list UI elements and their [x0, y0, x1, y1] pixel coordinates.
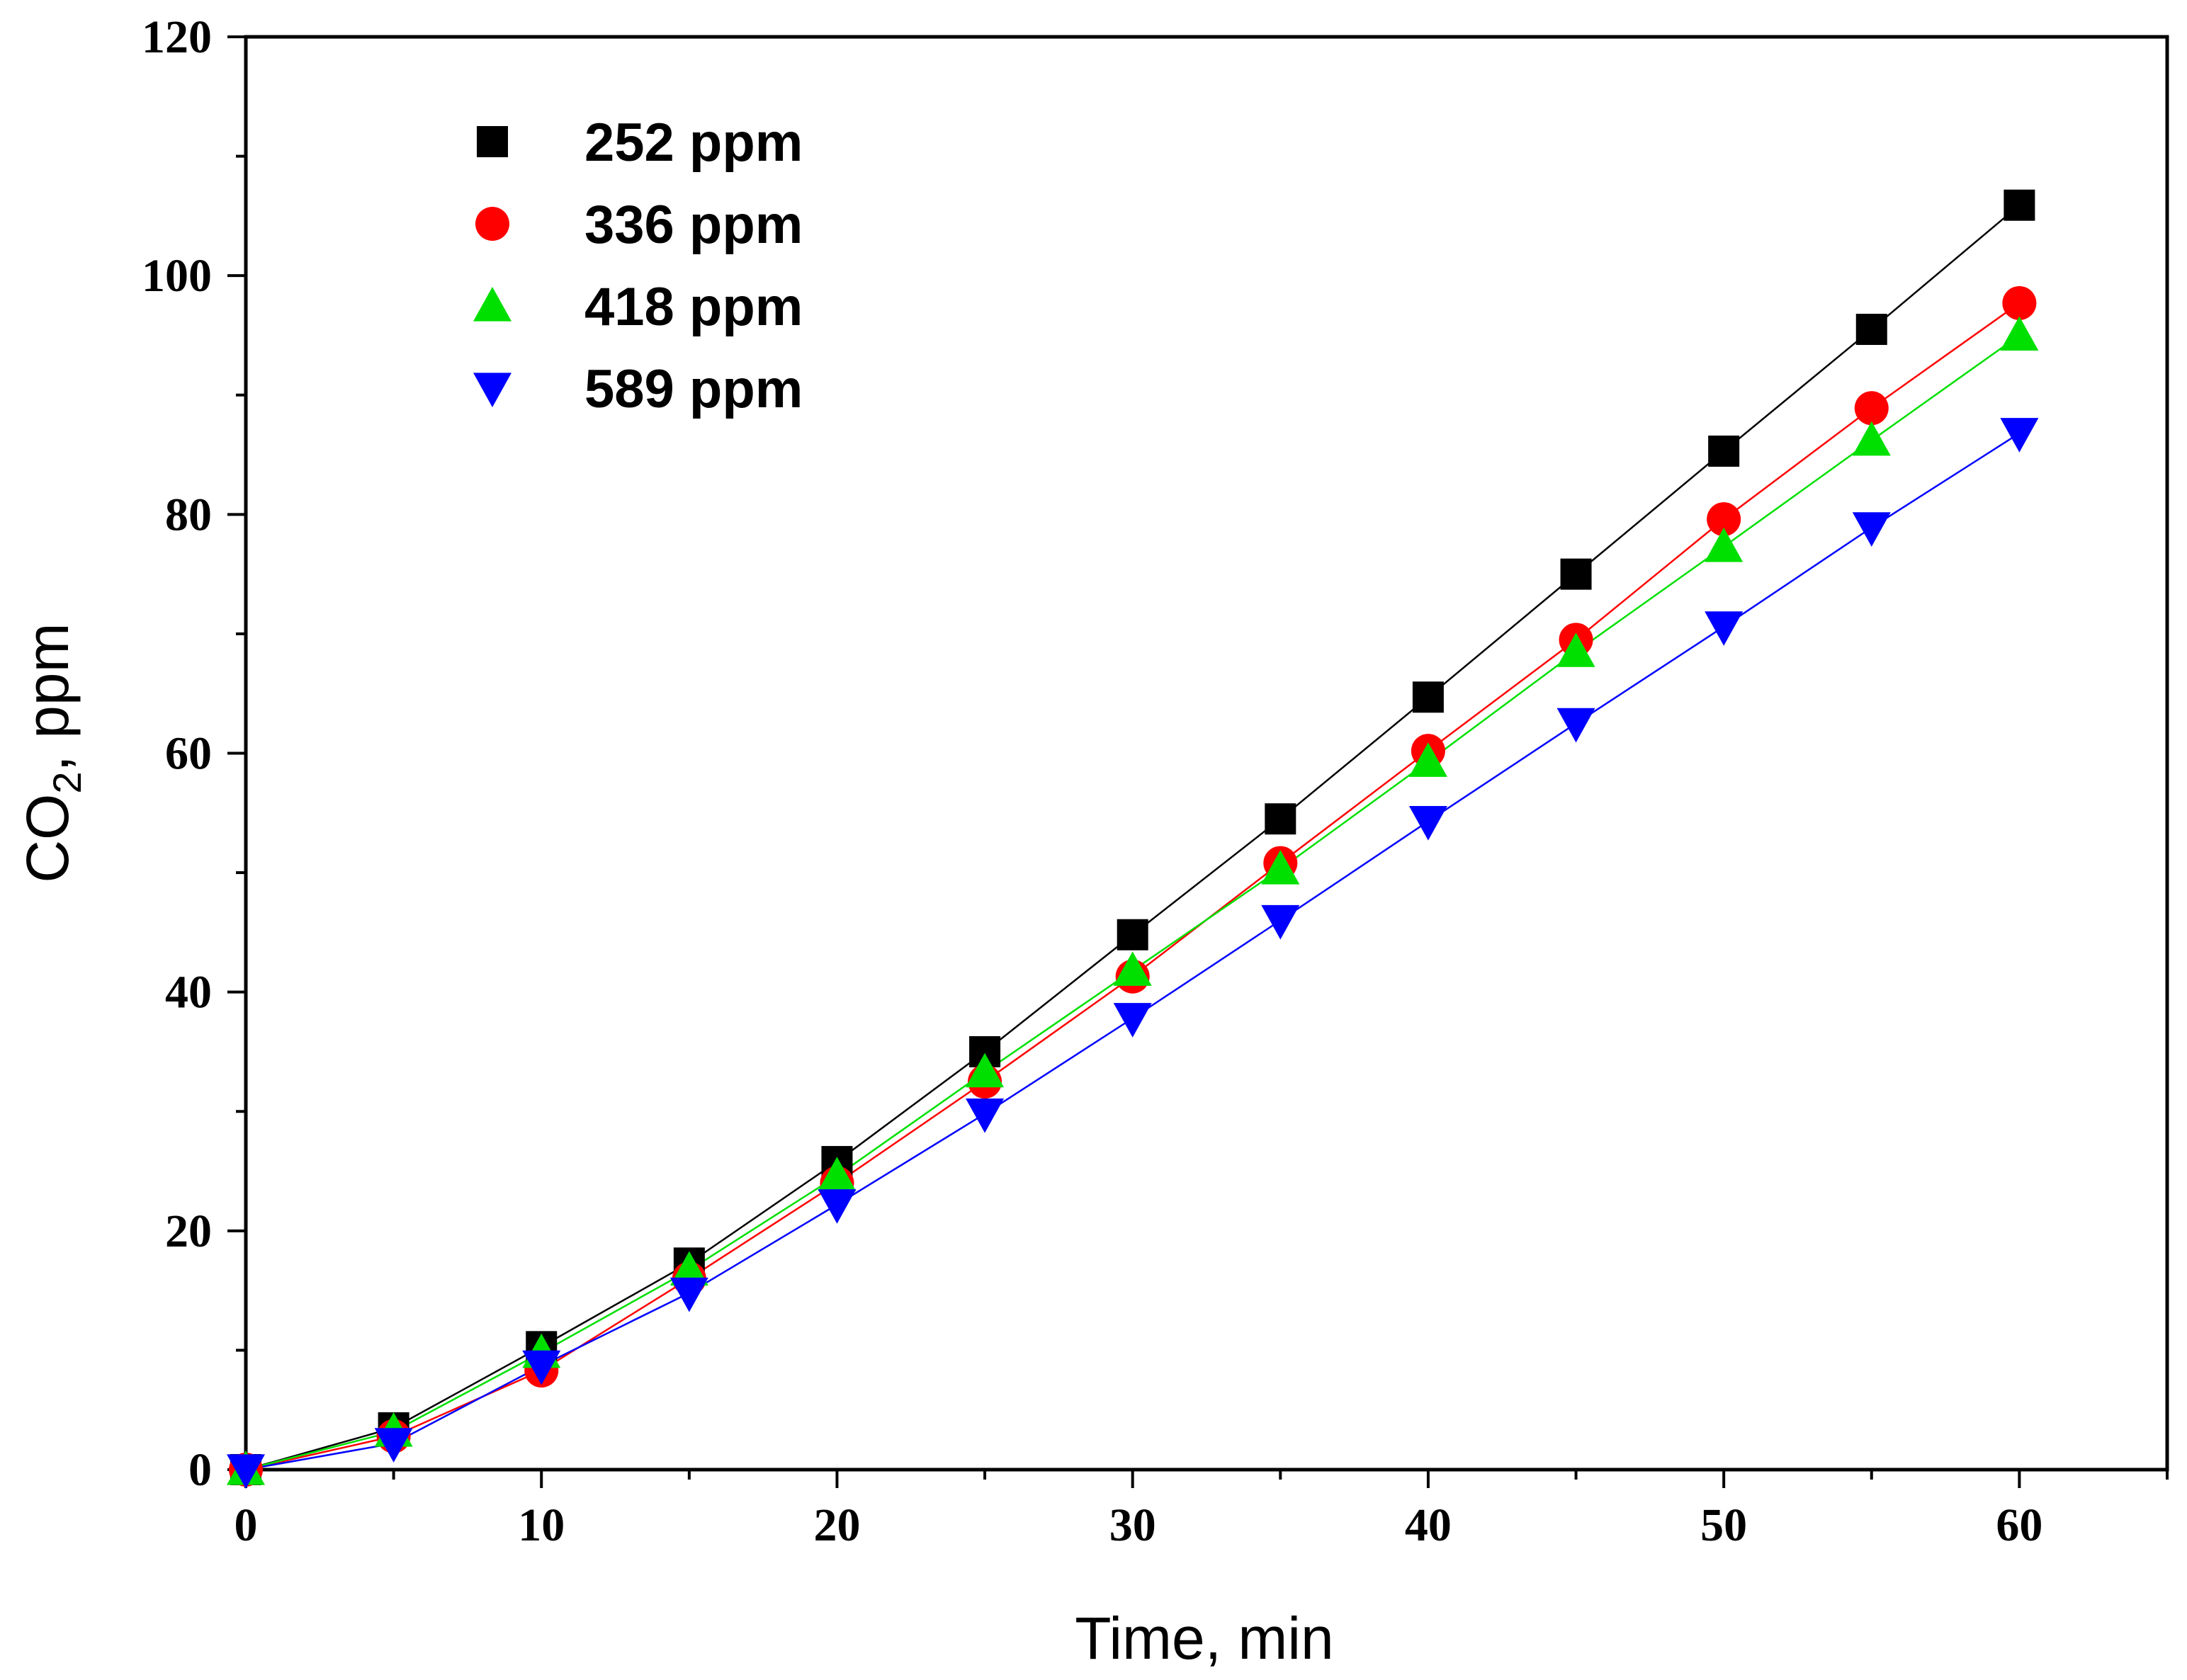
data-point-s3-7 [1261, 904, 1300, 940]
data-point-s1-11 [1854, 391, 1889, 426]
legend-marker-3 [473, 373, 512, 407]
x-tick-label-1: 10 [518, 1499, 565, 1551]
data-point-s3-11 [1852, 512, 1891, 547]
legend-marker-0 [477, 126, 508, 157]
data-point-s3-12 [2000, 418, 2039, 453]
data-point-s2-11 [1852, 421, 1891, 456]
y-tick-label-1: 20 [165, 1205, 212, 1257]
data-point-s2-9 [1556, 632, 1595, 667]
x-tick-label-5: 50 [1700, 1499, 1747, 1551]
series-line-2 [245, 334, 2021, 1471]
data-point-s0-8 [1412, 681, 1444, 713]
y-axis-title-subscript: 2 [45, 771, 89, 793]
data-point-s2-12 [2000, 316, 2039, 351]
data-point-s2-10 [1705, 527, 1744, 562]
data-point-s2-8 [1408, 742, 1447, 777]
data-point-s0-10 [1708, 435, 1740, 467]
series-lines [245, 204, 2021, 1471]
data-point-s3-2 [522, 1350, 561, 1385]
legend-label-0: 252 ppm [584, 113, 803, 173]
y-tick-label-5: 100 [142, 250, 212, 302]
x-tick-label-6: 60 [1996, 1499, 2042, 1551]
x-tick-label-0: 0 [234, 1499, 258, 1551]
data-point-s1-12 [2002, 285, 2037, 320]
data-point-s2-7 [1261, 850, 1300, 885]
y-tick-label-0: 0 [188, 1444, 212, 1496]
data-point-s0-6 [1117, 919, 1148, 950]
legend-label-3: 589 ppm [584, 359, 803, 419]
data-point-s3-0 [227, 1454, 265, 1489]
tick-labels: 0 10 20 30 40 50 60 0 20 40 60 80 100 120 [142, 11, 2042, 1551]
x-tick-label-3: 30 [1109, 1499, 1156, 1551]
axis-ticks [227, 35, 2169, 1488]
data-point-s3-1 [374, 1428, 413, 1463]
y-tick-label-6: 120 [142, 11, 212, 63]
data-point-s3-6 [1113, 1003, 1152, 1038]
legend-label-1: 336 ppm [584, 195, 803, 255]
legend-marker-1 [475, 207, 509, 241]
plot-frame [244, 35, 2169, 1472]
data-point-s2-5 [966, 1052, 1005, 1088]
data-point-s0-7 [1265, 803, 1296, 835]
x-axis-title: Time, min [1075, 1605, 1334, 1672]
data-point-s3-9 [1556, 708, 1595, 743]
x-tick-label-4: 40 [1405, 1499, 1452, 1551]
series-markers [227, 189, 2039, 1489]
data-point-s1-10 [1707, 502, 1741, 537]
data-point-s2-6 [1113, 951, 1152, 986]
series-line-0 [245, 204, 2021, 1471]
x-tick-label-2: 20 [813, 1499, 860, 1551]
y-tick-label-4: 80 [165, 489, 212, 540]
legend: 252 ppm 336 ppm 418 ppm 589 ppm [473, 113, 803, 419]
y-axis-title: CO2, ppm [14, 623, 89, 882]
legend-label-2: 418 ppm [584, 277, 803, 337]
data-point-s2-4 [818, 1157, 857, 1191]
legend-marker-2 [473, 287, 512, 322]
data-point-s3-3 [669, 1277, 708, 1312]
y-tick-label-3: 60 [165, 728, 212, 780]
series-line-1 [245, 302, 2021, 1471]
data-point-s2-3 [669, 1251, 708, 1286]
data-point-s0-9 [1560, 558, 1592, 590]
data-point-s0-11 [1855, 314, 1887, 346]
data-point-s3-8 [1408, 805, 1447, 841]
data-point-s3-10 [1705, 611, 1744, 646]
data-point-s3-5 [966, 1099, 1005, 1133]
y-tick-label-2: 40 [165, 967, 212, 1018]
data-point-s3-4 [818, 1189, 857, 1224]
data-point-s0-12 [2004, 189, 2035, 221]
